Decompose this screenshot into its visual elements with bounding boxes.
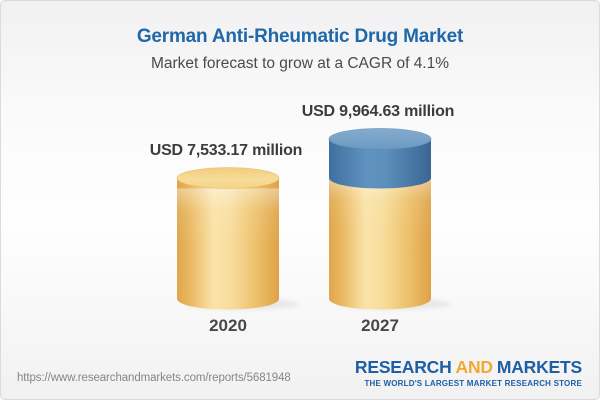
value-label-2020: USD 7,533.17 million (149, 142, 303, 159)
logo-tagline: THE WORLD'S LARGEST MARKET RESEARCH STOR… (364, 378, 582, 388)
logo-word-markets: MARKETS (496, 357, 582, 377)
logo-word-research: RESEARCH (354, 357, 452, 377)
axis-label-2027: 2027 (361, 316, 399, 335)
chart-title: German Anti-Rheumatic Drug Market (136, 26, 464, 47)
value-label-2027: USD 9,964.63 million (301, 102, 455, 120)
axis-label-2020: 2020 (209, 316, 247, 335)
report-url[interactable]: https://www.researchandmarkets.com/repor… (17, 372, 291, 384)
chart-subtitle: Market forecast to grow at a CAGR of 4.1… (150, 55, 450, 72)
logo-word-and: AND (455, 357, 494, 377)
logo-wordmark: RESEARCH AND MARKETS (354, 357, 582, 377)
researchandmarkets-logo: RESEARCH AND MARKETS THE WORLD'S LARGEST M… (354, 357, 582, 388)
